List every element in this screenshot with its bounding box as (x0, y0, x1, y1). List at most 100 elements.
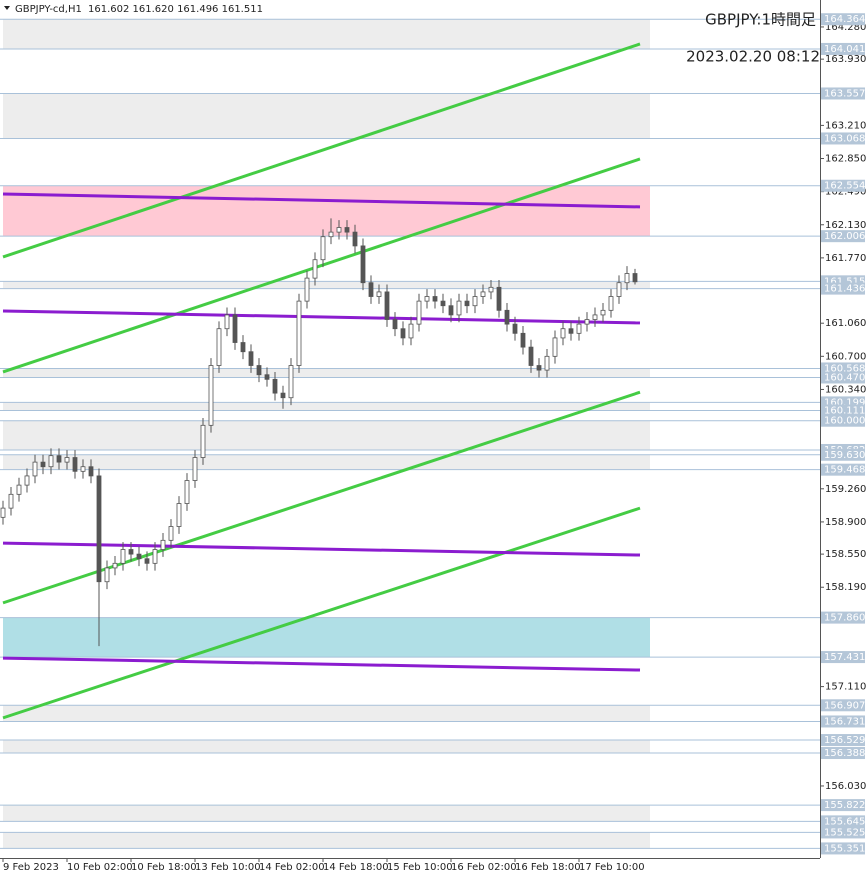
zone (3, 402, 650, 411)
level-label: 161.436 (824, 284, 865, 295)
candle-body (456, 300, 462, 316)
candle-body (96, 475, 102, 583)
candle-body (16, 484, 22, 495)
candle-body (560, 328, 566, 339)
level-label: 157.431 (824, 652, 865, 663)
menu-arrow[interactable] (4, 6, 10, 10)
level-label: 155.645 (824, 816, 865, 827)
candle-body (88, 466, 94, 477)
y-tick-label: 157.110 (825, 682, 866, 693)
x-tick-label: 16 Feb 02:00 (451, 862, 517, 873)
candle-body (384, 291, 390, 320)
candle-body (160, 539, 166, 550)
level-label: 160.568 (824, 363, 865, 374)
candle-body (576, 323, 582, 334)
zone (3, 705, 650, 722)
candle-body (616, 282, 622, 297)
x-tick-label: 10 Feb 02:00 (67, 862, 133, 873)
x-tick-label: 15 Feb 10:00 (387, 862, 453, 873)
level-label: 156.731 (824, 716, 865, 727)
candle-body (224, 314, 230, 330)
trend-line (2, 541, 641, 557)
candle-body (136, 553, 142, 560)
level-label-bg (821, 282, 865, 295)
zone (3, 185, 650, 237)
zone (3, 805, 650, 822)
candle-body (272, 378, 278, 394)
level-label: 156.388 (824, 748, 865, 759)
candle-body (568, 328, 574, 334)
level-label-bg (821, 87, 865, 100)
candle-body (408, 323, 414, 339)
level-label-bg (821, 463, 865, 476)
candle-body (448, 305, 454, 316)
candle-body (600, 309, 606, 316)
level-label: 161.515 (824, 276, 865, 287)
candle-body (104, 567, 110, 583)
y-tick-label: 164.280 (825, 22, 866, 33)
zone (3, 617, 650, 658)
zone (3, 740, 650, 754)
candle-body (608, 296, 614, 311)
level-label-bg (821, 230, 865, 243)
level-label-bg (821, 404, 865, 417)
candle-body (352, 231, 358, 247)
candle-body (32, 461, 38, 477)
candle-body (312, 259, 318, 279)
candle-body (152, 549, 158, 564)
candle-body (184, 480, 190, 504)
level-label-bg (821, 132, 865, 145)
level-label-bg (821, 362, 865, 375)
candle-body (264, 374, 270, 380)
candle-body (480, 291, 486, 297)
level-label-bg (821, 715, 865, 728)
candle-body (416, 300, 422, 325)
candle-body (376, 291, 382, 297)
candle-body (336, 227, 342, 233)
level-label-bg (821, 13, 865, 26)
candle-body (320, 236, 326, 261)
level-label: 164.041 (824, 44, 865, 55)
candle-body (400, 328, 406, 339)
candle-body (208, 365, 214, 426)
level-label-bg (821, 42, 865, 55)
x-tick-label: 9 Feb 2023 (3, 862, 59, 873)
x-tick-label: 17 Feb 10:00 (579, 862, 645, 873)
candle-body (296, 300, 302, 366)
zone (3, 93, 650, 139)
candle-body (368, 282, 374, 297)
zone (3, 281, 650, 289)
candle-body (632, 273, 638, 283)
y-tick-label: 156.030 (825, 781, 866, 792)
candle-body (624, 273, 630, 284)
zone (3, 832, 650, 849)
candle-body (328, 231, 334, 238)
y-tick-label: 158.900 (825, 517, 866, 528)
candle-body (432, 296, 438, 302)
candle-body (360, 245, 366, 284)
y-tick-label: 160.700 (825, 351, 866, 362)
candle-body (64, 457, 70, 463)
level-label-bg (821, 799, 865, 812)
candle-body (528, 346, 534, 366)
level-label-bg (821, 371, 865, 384)
candle-body (304, 277, 310, 302)
level-label: 157.860 (824, 613, 865, 624)
trend-line (2, 506, 641, 720)
zone (3, 420, 650, 450)
level-label-bg (821, 651, 865, 664)
level-label-bg (821, 734, 865, 747)
level-label-bg (821, 448, 865, 461)
x-tick-label: 14 Feb 02:00 (259, 862, 325, 873)
x-tick-label: 14 Feb 18:00 (323, 862, 389, 873)
level-label-bg (821, 747, 865, 760)
level-label: 163.068 (824, 133, 865, 144)
candle-body (40, 461, 46, 468)
candle-body (552, 337, 558, 357)
candle-body (544, 355, 550, 371)
candle-body (440, 300, 446, 307)
candle-body (168, 526, 174, 541)
level-label: 160.000 (824, 416, 865, 427)
level-label-bg (821, 842, 865, 855)
candle-body (520, 332, 526, 348)
